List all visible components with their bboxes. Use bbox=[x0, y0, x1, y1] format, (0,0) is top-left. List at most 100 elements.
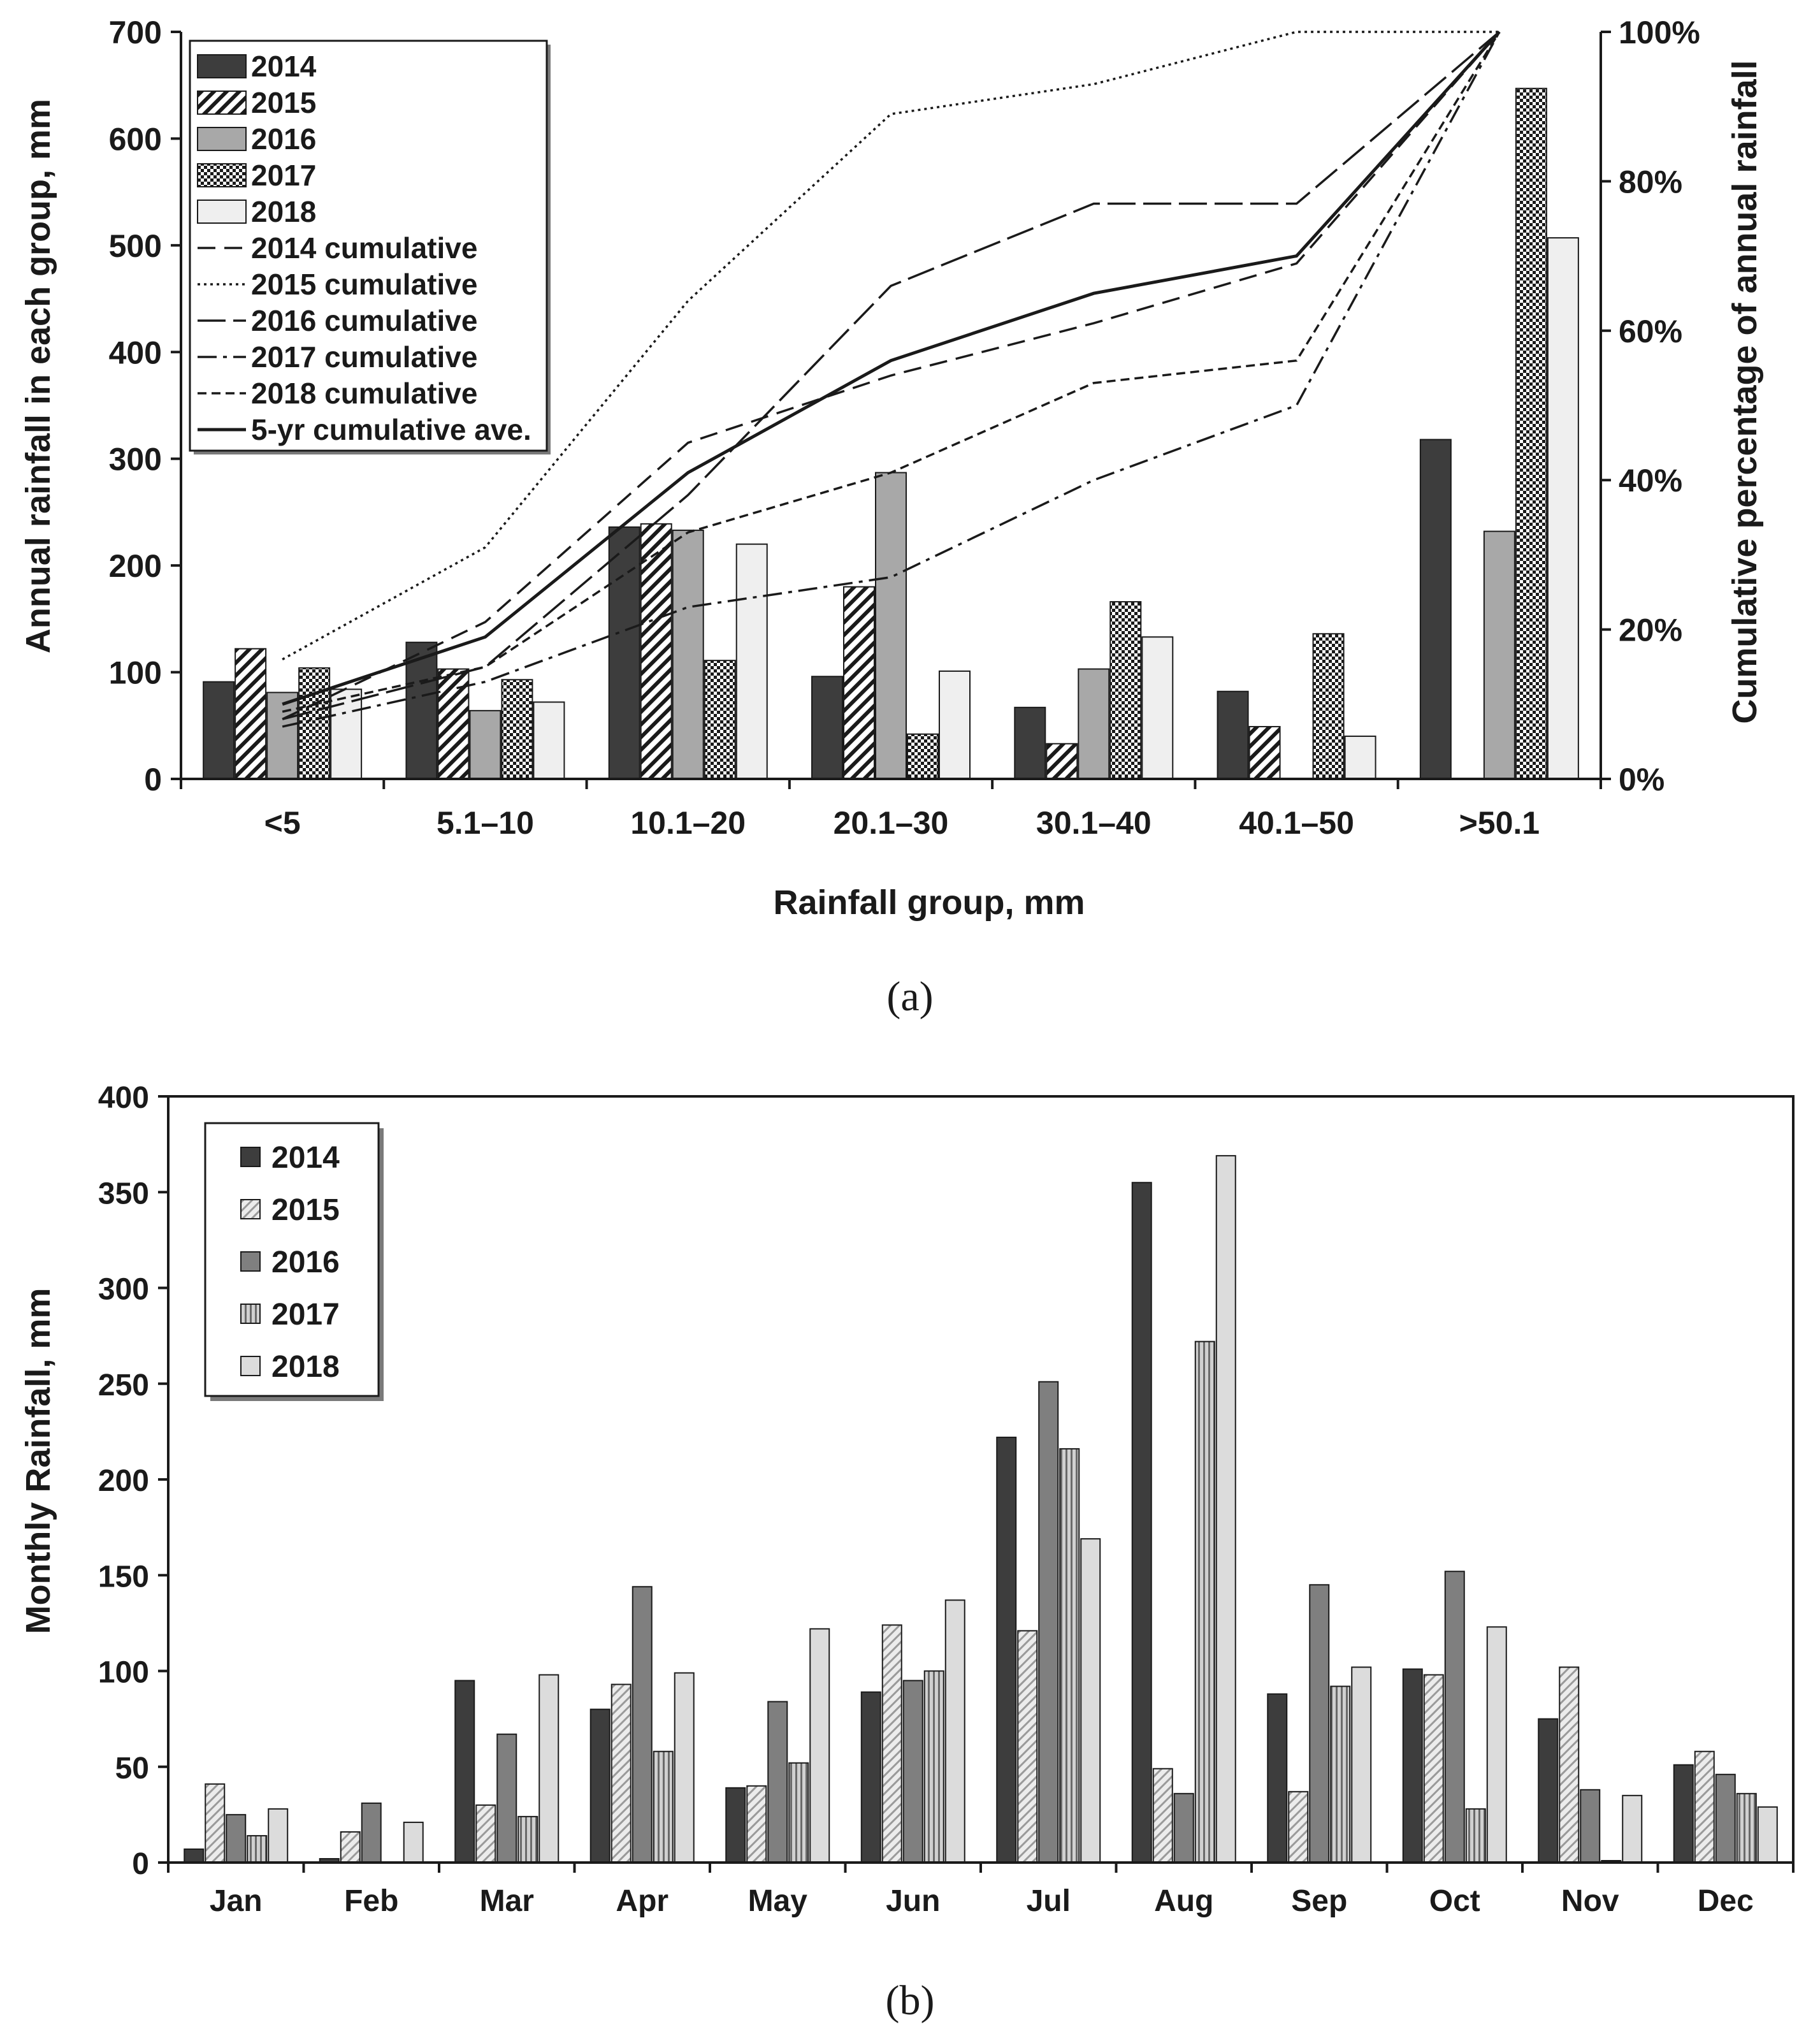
a-y-tick-label: 400 bbox=[109, 335, 162, 370]
a-bars bbox=[203, 87, 1579, 780]
b-y-tick-label: 150 bbox=[98, 1560, 149, 1594]
b-x-tick-label: Mar bbox=[480, 1884, 534, 1918]
b-y-axis-title: Monthly Rainfall, mm bbox=[19, 1288, 57, 1634]
b-bar-2014-Apr bbox=[589, 1708, 610, 1863]
b-bar-2017-Apr bbox=[653, 1750, 674, 1863]
b-legend-label: 2017 bbox=[271, 1298, 340, 1332]
a-legend-box bbox=[189, 40, 548, 452]
a-legend-label: 2017 bbox=[251, 159, 316, 192]
b-bar-2018-Sep bbox=[1351, 1666, 1372, 1863]
chart-b: 0 50 100 150 200 250 300 350 400 Jan Feb Mar Apr May J… bbox=[19, 1081, 1795, 2024]
a-x-tick-label: 40.1–50 bbox=[1239, 805, 1354, 841]
a-bar-2018-2 bbox=[735, 543, 768, 780]
a-axes: 0 100 200 300 400 500 600 700 0% 20% 40% 60% 80% 100%… bbox=[109, 15, 1700, 841]
a-y-tick-label: 200 bbox=[109, 548, 162, 584]
b-bar-2015-May bbox=[746, 1785, 767, 1864]
a-legend-label: 2018 bbox=[251, 195, 316, 228]
b-panel-label: (b) bbox=[886, 1977, 935, 2024]
a-bar-2017-5 bbox=[1312, 633, 1345, 780]
b-bar-2017-Jan bbox=[247, 1834, 268, 1864]
a-bar-2015-5 bbox=[1248, 725, 1281, 780]
b-y-tick-label: 300 bbox=[98, 1273, 149, 1307]
b-legend: 2014 2015 2016 2017 2018 bbox=[204, 1122, 384, 1401]
b-x-tick-label: Jan bbox=[210, 1884, 263, 1918]
a-y2-tick-label: 80% bbox=[1619, 164, 1682, 200]
b-bar-2017-Oct bbox=[1465, 1808, 1486, 1863]
a-bar-2017-1 bbox=[501, 679, 533, 780]
a-y-axis-title: Annual rainfall in each group, mm bbox=[19, 99, 57, 653]
b-legend-swatch-2014 bbox=[240, 1147, 261, 1167]
a-bar-2016-0 bbox=[266, 692, 299, 780]
b-bar-2016-Sep bbox=[1309, 1584, 1330, 1864]
a-bar-2015-0 bbox=[235, 648, 267, 780]
a-cumulative-lines bbox=[282, 31, 1501, 728]
a-x-tick-label: 5.1–10 bbox=[437, 805, 534, 841]
a-bar-2014-3 bbox=[811, 676, 843, 780]
b-x-tick-label: Dec bbox=[1698, 1884, 1754, 1918]
a-legend-label: 5-yr cumulative ave. bbox=[251, 413, 531, 446]
b-x-tick-label: Aug bbox=[1154, 1884, 1213, 1918]
b-x-tick-label: Oct bbox=[1429, 1884, 1480, 1918]
b-bar-2017-Aug bbox=[1194, 1340, 1215, 1863]
b-bar-2015-Feb bbox=[340, 1831, 361, 1864]
a-line-5-yr-cumulative-ave- bbox=[282, 31, 1501, 706]
b-legend-label: 2014 bbox=[271, 1141, 340, 1175]
b-bar-2016-Apr bbox=[632, 1586, 653, 1864]
b-bar-2017-Jul bbox=[1059, 1448, 1080, 1863]
a-y-tick-label: 500 bbox=[109, 228, 162, 264]
a-bar-2014-5 bbox=[1217, 690, 1249, 780]
b-bar-2018-Jul bbox=[1080, 1538, 1101, 1864]
a-bar-2016-1 bbox=[469, 709, 502, 780]
a-legend-label: 2014 bbox=[251, 50, 317, 83]
b-bar-2015-Sep bbox=[1288, 1791, 1309, 1863]
a-bar-2017-2 bbox=[704, 660, 736, 780]
a-legend-label: 2016 cumulative bbox=[251, 304, 477, 337]
a-bar-2014-6 bbox=[1419, 439, 1452, 780]
a-legend-swatch-2014 bbox=[197, 54, 247, 78]
a-y-tick-label: 0 bbox=[144, 762, 162, 797]
a-y-tick-label: 100 bbox=[109, 655, 162, 691]
b-bar-2014-May bbox=[725, 1787, 746, 1864]
a-legend-swatch-2015 bbox=[197, 91, 247, 115]
a-y-tick-label: 700 bbox=[109, 15, 162, 50]
b-legend-label: 2016 bbox=[271, 1246, 340, 1279]
a-bar-2017-0 bbox=[298, 667, 331, 780]
a-line-2014-cumulative bbox=[282, 31, 1501, 720]
a-bar-2018-6 bbox=[1547, 237, 1579, 780]
a-bar-2014-0 bbox=[203, 681, 235, 780]
a-bar-2016-6 bbox=[1483, 530, 1515, 780]
b-bar-2018-Nov bbox=[1622, 1794, 1643, 1863]
b-bar-2016-Jan bbox=[226, 1813, 247, 1863]
a-x-tick-label: 30.1–40 bbox=[1036, 805, 1152, 841]
a-x-tick-label: 10.1–20 bbox=[630, 805, 746, 841]
a-bar-2018-3 bbox=[939, 670, 971, 780]
a-line-2018-cumulative bbox=[282, 31, 1501, 713]
b-bar-2018-May bbox=[809, 1628, 830, 1863]
b-bar-2018-Dec bbox=[1757, 1806, 1778, 1863]
b-bar-2018-Feb bbox=[403, 1821, 424, 1864]
b-y-tick-label: 350 bbox=[98, 1177, 149, 1210]
b-bar-2015-Jul bbox=[1017, 1630, 1038, 1864]
b-bar-2015-Mar bbox=[475, 1804, 496, 1863]
b-bar-2016-May bbox=[767, 1701, 788, 1863]
b-axes: 0 50 100 150 200 250 300 350 400 Jan Feb Mar Apr May J… bbox=[98, 1081, 1795, 1918]
b-bar-2014-Jul bbox=[996, 1436, 1017, 1863]
b-bar-2015-Dec bbox=[1694, 1750, 1715, 1863]
b-bar-2017-Sep bbox=[1330, 1685, 1351, 1863]
chart-a: 0 100 200 300 400 500 600 700 0% 20% 40% 60% 80% 100%… bbox=[19, 15, 1764, 1020]
b-legend-label: 2018 bbox=[271, 1350, 340, 1384]
b-y-tick-label: 50 bbox=[115, 1752, 149, 1785]
b-bar-2015-Oct bbox=[1423, 1674, 1444, 1863]
b-bar-2014-Sep bbox=[1267, 1693, 1288, 1863]
a-bar-2017-4 bbox=[1109, 601, 1142, 780]
b-bar-2015-Apr bbox=[610, 1683, 632, 1863]
b-bars bbox=[184, 1155, 1778, 1864]
b-legend-swatch-2017 bbox=[240, 1304, 261, 1324]
b-bar-2015-Jan bbox=[205, 1783, 226, 1864]
b-x-tick-label: Sep bbox=[1291, 1884, 1347, 1918]
a-panel-label: (a) bbox=[886, 973, 933, 1020]
a-legend-swatch-2017 bbox=[197, 163, 247, 187]
a-legend-swatch-2016 bbox=[197, 127, 247, 151]
b-bar-2018-Jun bbox=[944, 1599, 965, 1863]
a-y2-tick-label: 100% bbox=[1619, 15, 1700, 50]
